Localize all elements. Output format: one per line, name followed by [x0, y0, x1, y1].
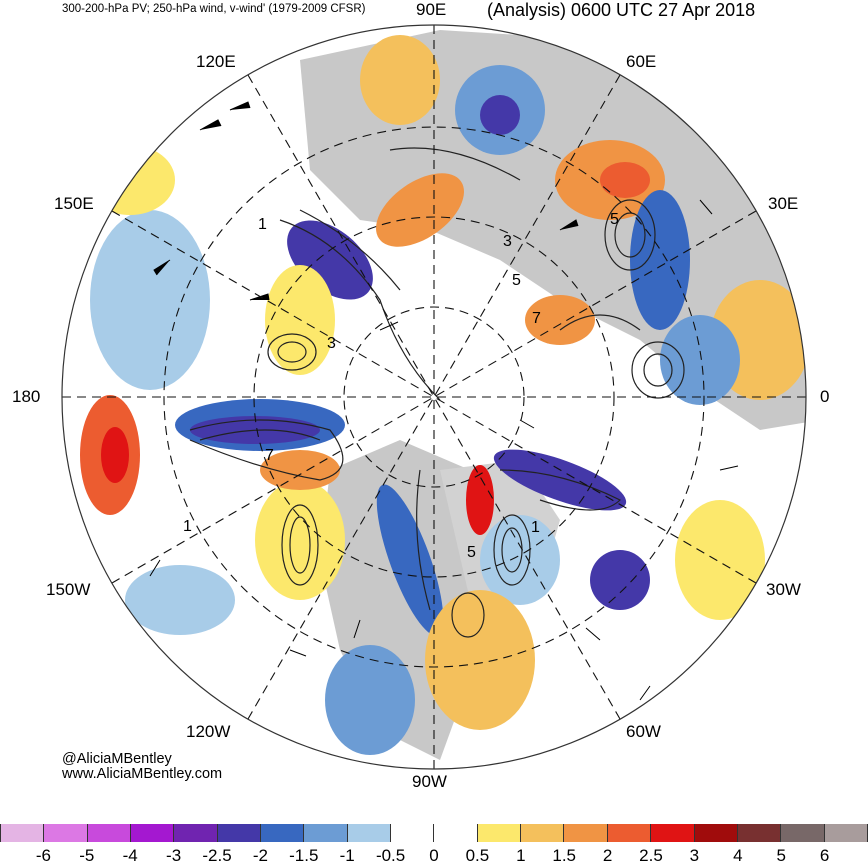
- colorbar-tick-label: -2.5: [202, 846, 232, 865]
- pv-label: 1: [258, 216, 267, 233]
- colorbar-tick-label: 0: [429, 846, 439, 865]
- v-anomaly-blob: [101, 427, 129, 483]
- colorbar-swatch: [607, 824, 652, 842]
- colorbar-tick-label: -0.5: [375, 846, 406, 865]
- colorbar-swatch: [824, 824, 868, 842]
- pv-label: 1: [531, 519, 540, 536]
- pv-labels: 1 3 5 7 1 5 3 5 7 1: [183, 211, 619, 561]
- credit-website: www.AliciaMBentley.com: [62, 766, 223, 782]
- colorbar-swatch: [217, 824, 262, 842]
- colorbar-tick-label: 1: [516, 846, 526, 865]
- colorbar-tick-label: -1: [339, 846, 355, 865]
- lon-label-30e: 30E: [768, 194, 799, 213]
- colorbar-swatch: [174, 824, 218, 842]
- colorbar-swatch: [87, 824, 132, 842]
- pv-label: 3: [327, 335, 336, 352]
- wind-barbs: [149, 101, 739, 701]
- pv-label: 7: [265, 447, 274, 464]
- v-anomaly-blob: [325, 645, 415, 755]
- graticule: [62, 25, 806, 769]
- colorbar-swatch: [737, 824, 782, 842]
- polar-map: 1 3 5 7 1 5 3 5 7 1: [61, 24, 807, 770]
- map-title-left: 300-200-hPa PV; 250-hPa wind, v-wind' (1…: [62, 3, 366, 15]
- pv-label: 3: [503, 233, 512, 250]
- v-anomaly-blob: [600, 162, 650, 198]
- pv-label: 5: [512, 272, 521, 289]
- v-anomaly-blob: [525, 295, 595, 345]
- colorbar-swatch: [131, 824, 175, 842]
- lon-label-180: 180: [12, 387, 41, 406]
- v-anomaly-blob: [480, 515, 560, 605]
- v-anomaly-blob: [466, 465, 494, 535]
- v-anomaly-blob: [125, 565, 235, 635]
- pv-label: 5: [467, 544, 476, 561]
- lon-label-150w: 150W: [46, 580, 91, 599]
- colorbar-swatch: [434, 824, 478, 842]
- colorbar-swatch: [44, 824, 88, 842]
- colorbar-tick-label: 4: [733, 846, 743, 865]
- v-anomaly-blob: [675, 500, 765, 620]
- pv-contours: [189, 147, 685, 638]
- pv-label: 5: [610, 211, 619, 228]
- lon-label-150e: 150E: [54, 194, 94, 213]
- colorbar-swatch: [651, 824, 695, 842]
- map-border: [61, 24, 807, 770]
- colorbar: [0, 824, 868, 842]
- colorbar-swatch: [521, 824, 565, 842]
- colorbar-tick-label: -3: [166, 846, 182, 865]
- colorbar-tick-label: 3: [689, 846, 700, 865]
- colorbar-tick-label: -1.5: [289, 846, 319, 865]
- map-title-right: (Analysis) 0600 UTC 27 Apr 2018: [487, 0, 756, 20]
- colorbar-swatch: [694, 824, 738, 842]
- lon-label-30w: 30W: [766, 580, 801, 599]
- v-anomaly-blob: [660, 315, 740, 405]
- colorbar-tick-label: -2: [252, 846, 268, 865]
- colorbar-tick-label: 0.5: [465, 846, 490, 865]
- colorbar-tick-label: -5: [79, 846, 95, 865]
- colorbar-swatch: [347, 824, 392, 842]
- colorbar-tick-label: 5: [776, 846, 786, 865]
- lon-label-90e: 90E: [416, 0, 447, 19]
- lon-label-90w: 90W: [412, 772, 447, 791]
- lon-label-60e: 60E: [626, 52, 657, 71]
- lon-label-120w: 120W: [186, 722, 231, 741]
- colorbar-swatch: [781, 824, 825, 842]
- v-anomaly-blob: [590, 550, 650, 610]
- colorbar-tick-label: 1.5: [552, 846, 577, 865]
- colorbar-swatch: [0, 824, 45, 842]
- colorbar-swatch: [564, 824, 608, 842]
- colorbar-tick-label: -6: [35, 846, 51, 865]
- v-anomaly-blob: [360, 35, 440, 125]
- v-anomaly-blob: [376, 173, 464, 247]
- colorbar-swatch: [477, 824, 522, 842]
- v-anomaly-blob: [90, 210, 210, 390]
- lon-label-120e: 120E: [196, 52, 236, 71]
- pv-label: 7: [532, 310, 541, 327]
- v-anomaly-blob: [630, 190, 690, 330]
- credit-handle: @AliciaMBentley: [62, 751, 172, 767]
- lon-label-0: 0: [820, 387, 830, 406]
- lon-label-60w: 60W: [626, 722, 661, 741]
- colorbar-tick-label: -4: [122, 846, 138, 865]
- v-anomaly-blob: [255, 480, 345, 600]
- polar-map-svg: 1 3 5 7 1 5 3 5 7 1: [61, 24, 807, 770]
- pv-label: 1: [183, 518, 192, 535]
- v-anomaly-blob: [425, 590, 535, 730]
- colorbar-swatch: [261, 824, 305, 842]
- v-anomaly-blob: [85, 145, 175, 215]
- colorbar-tick-label: 6: [819, 846, 830, 865]
- v-anomaly-blob: [493, 449, 627, 511]
- colorbar-swatch: [391, 824, 435, 842]
- v-anomaly-blob: [480, 95, 520, 135]
- colorbar-tick-label: 2: [602, 846, 613, 865]
- colorbar-tick-label: 2.5: [639, 846, 663, 865]
- colorbar-swatch: [304, 824, 348, 842]
- colorbar-ticks: -6 -5 -4 -3 -2.5 -2 -1.5 -1 -0.5 0 0.5 1 1.5 2 2.5 3 4 5 6: [0, 846, 868, 865]
